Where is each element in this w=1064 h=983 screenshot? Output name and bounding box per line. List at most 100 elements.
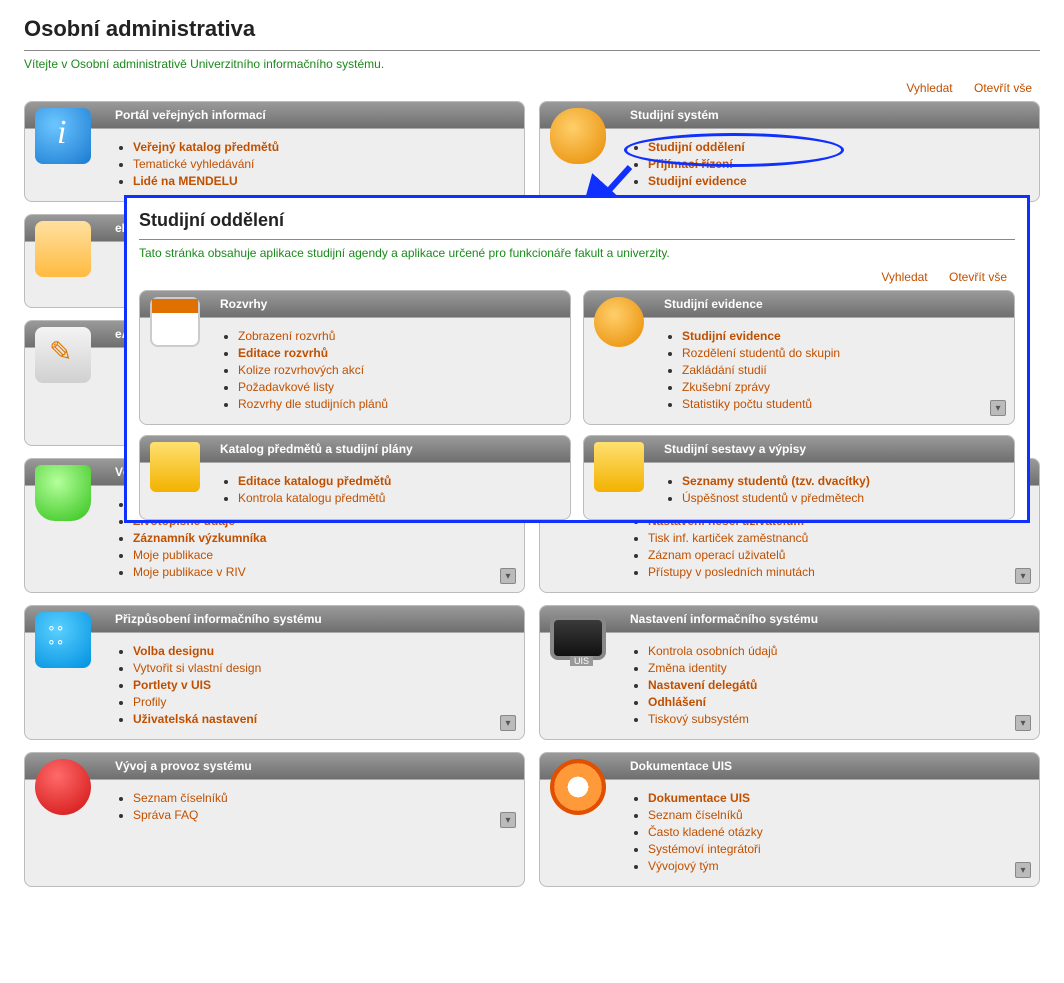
link[interactable]: Profily [133,695,166,709]
link[interactable]: Studijní oddělení [648,140,745,154]
link[interactable]: Kontrola katalogu předmětů [238,491,385,505]
search-link[interactable]: Vyhledat [881,270,927,284]
elearning-icon [35,221,91,277]
expand-icon[interactable]: ▾ [1015,862,1031,878]
expand-icon[interactable]: ▾ [990,400,1006,416]
link[interactable]: Statistiky počtu studentů [682,397,812,411]
list-item: Rozdělení studentů do skupin [682,346,1004,360]
link[interactable]: Editace rozvrhů [238,346,328,360]
link[interactable]: Správa FAQ [133,808,198,822]
panel-body: Dokumentace UIS Seznam číselníků Často kla… [540,780,1039,886]
list-item: Studijní evidence [682,329,1004,343]
list-item: Přístupy v posledních minutách [648,565,1029,579]
link[interactable]: Seznam číselníků [133,791,228,805]
link[interactable]: Změna identity [648,661,727,675]
link[interactable]: Kontrola osobních údajů [648,644,777,658]
link[interactable]: Studijní evidence [682,329,781,343]
link[interactable]: Tiskový subsystém [648,712,749,726]
link-list: Veřejný katalog předmětů Tematické vyhled… [115,140,514,188]
list-item: Kolize rozvrhových akcí [238,363,560,377]
list-item: Seznam číselníků [133,791,514,805]
list-item: Seznam číselníků [648,808,1029,822]
link[interactable]: Rozvrhy dle studijních plánů [238,397,388,411]
link[interactable]: Úspěšnost studentů v předmětech [682,491,864,505]
link[interactable]: Přístupy v posledních minutách [648,565,815,579]
search-link[interactable]: Vyhledat [906,81,952,95]
link[interactable]: Vytvořit si vlastní design [133,661,261,675]
link[interactable]: Rozdělení studentů do skupin [682,346,840,360]
list-item: Záznamník výzkumníka [133,531,514,545]
link-list: Seznamy studentů (tzv. dvacítky) Úspěšnos… [664,474,1004,505]
link[interactable]: Odhlášení [648,695,706,709]
link[interactable]: Editace katalogu předmětů [238,474,391,488]
open-all-link[interactable]: Otevřít vše [949,270,1007,284]
link[interactable]: Seznamy studentů (tzv. dvacítky) [682,474,870,488]
folder-icon [150,442,200,492]
link[interactable]: Nastavení delegátů [648,678,757,692]
link[interactable]: Lidé na MENDELU [133,174,238,188]
link[interactable]: Systémoví integrátoři [648,842,761,856]
link[interactable]: Moje publikace [133,548,213,562]
link[interactable]: Zkušební zprávy [682,380,770,394]
list-item: Kontrola osobních údajů [648,644,1029,658]
link[interactable]: Zakládání studií [682,363,767,377]
expand-icon[interactable]: ▾ [500,715,516,731]
panel-body: Studijní evidence Rozdělení studentů do s… [584,318,1014,424]
panel-katalog: Katalog předmětů a studijní plány Editac… [139,435,571,520]
link[interactable]: Požadavkové listy [238,380,334,394]
list-item: Dokumentace UIS [648,791,1029,805]
panel-body: Veřejný katalog předmětů Tematické vyhled… [25,129,524,201]
list-item: Moje publikace v RIV [133,565,514,579]
panel-dev: Vývoj a provoz systému Seznam číselníkůS… [24,752,525,887]
open-all-link[interactable]: Otevřít vše [974,81,1032,95]
detail-actions: Vyhledat Otevřít vše [139,270,1007,284]
panel-header: Studijní evidence [584,291,1014,318]
link-list: Seznam číselníků Správa FAQ [115,791,514,822]
link[interactable]: Záznamník výzkumníka [133,531,266,545]
list-item: Uživatelská nastavení [133,712,514,726]
people-icon [594,297,644,347]
list-item: Vytvořit si vlastní design [133,661,514,675]
link[interactable]: Zobrazení rozvrhů [238,329,335,343]
panel-header: Studijní systém [540,102,1039,129]
link[interactable]: Dokumentace UIS [648,791,750,805]
link[interactable]: Vývojový tým [648,859,719,873]
expand-icon[interactable]: ▾ [500,568,516,584]
panel-header: Katalog předmětů a studijní plány [140,436,570,463]
divider [24,50,1040,51]
link[interactable]: Moje publikace v RIV [133,565,246,579]
panel-sestavy: Studijní sestavy a výpisy Seznamy studen… [583,435,1015,520]
expand-icon[interactable]: ▾ [1015,568,1031,584]
list-item: Tisk inf. kartiček zaměstnanců [648,531,1029,545]
detail-overlay: Studijní oddělení Tato stránka obsahuje … [124,195,1030,523]
link[interactable]: Seznam číselníků [648,808,743,822]
panel-header: Studijní sestavy a výpisy [584,436,1014,463]
detail-grid: Rozvrhy Zobrazení rozvrhůEditace rozvrhů… [139,290,1015,520]
link[interactable]: Záznam operací uživatelů [648,548,785,562]
link[interactable]: Uživatelská nastavení [133,712,257,726]
list-item: Úspěšnost studentů v předmětech [682,491,1004,505]
expand-icon[interactable]: ▾ [1015,715,1031,731]
link[interactable]: Veřejný katalog předmětů [133,140,279,154]
link[interactable]: Tisk inf. kartiček zaměstnanců [648,531,808,545]
people-icon [550,108,606,164]
list-item: Často kladené otázky [648,825,1029,839]
link[interactable]: Tematické vyhledávání [133,157,254,171]
list-item: Lidé na MENDELU [133,174,514,188]
link[interactable]: Portlety v UIS [133,678,211,692]
link[interactable]: Často kladené otázky [648,825,763,839]
panel-header: Vývoj a provoz systému [25,753,524,780]
link[interactable]: Volba designu [133,644,214,658]
link[interactable]: Přijímací řízení [648,157,733,171]
panel-header: Dokumentace UIS [540,753,1039,780]
list-item: Seznamy studentů (tzv. dvacítky) [682,474,1004,488]
list-item: Studijní oddělení [648,140,1029,154]
link[interactable]: Kolize rozvrhových akcí [238,363,364,377]
panel-body: Seznamy studentů (tzv. dvacítky) Úspěšnos… [584,463,1014,519]
eagenda-icon [35,327,91,383]
panel-settings: Nastavení informačního systému Kontrola … [539,605,1040,740]
link[interactable]: Studijní evidence [648,174,747,188]
expand-icon[interactable]: ▾ [500,812,516,828]
panel-body: Kontrola osobních údajů Změna identity Nas… [540,633,1039,739]
top-actions: Vyhledat Otevřít vše [24,81,1032,95]
